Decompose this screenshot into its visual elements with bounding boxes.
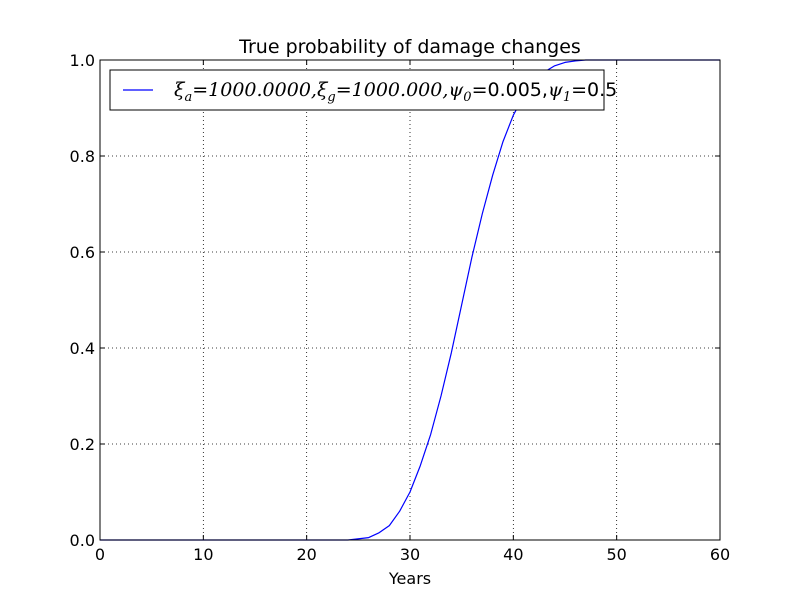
y-tick-label: 1.0 [70, 51, 95, 70]
legend-text-segment: =1000.0000, [192, 79, 317, 101]
y-tick-label: 0.2 [70, 435, 95, 454]
x-tick-label: 40 [503, 545, 523, 564]
legend-text-segment: a [184, 90, 192, 105]
legend-text-segment: 0 [463, 90, 471, 105]
y-tick-label: 0.4 [70, 339, 95, 358]
legend-text-segment: ξ [174, 79, 186, 101]
legend-box [109, 69, 605, 111]
legend-text-segment: ψ [448, 79, 464, 101]
y-tick-label: 0.0 [70, 531, 95, 550]
chart-title: True probability of damage changes [238, 36, 581, 58]
x-tick-label: 30 [400, 545, 420, 564]
legend-text-segment: =1000.000, [336, 79, 449, 101]
x-tick-label: 20 [296, 545, 316, 564]
x-tick-label: 10 [193, 545, 213, 564]
x-tick-label: 50 [606, 545, 626, 564]
tick-labels: 0 10 20 30 40 50 600.00.20.40.60.81.0 [70, 51, 731, 564]
x-axis-label: Years [388, 569, 431, 588]
legend-label: ξa=1000.0000,ξg=1000.000,ψ0=0.005,ψ1=0.5 [174, 79, 617, 105]
y-tick-label: 0.6 [70, 243, 95, 262]
legend-text-segment: ψ [548, 79, 564, 101]
grid-lines [99, 59, 721, 541]
legend-text-segment: ξ [317, 79, 329, 101]
x-tick-label: 0 [95, 545, 105, 564]
legend-text-segment: =0.005, [472, 79, 548, 101]
legend-text-segment: 1 [563, 90, 571, 105]
plot-frame [99, 59, 721, 541]
legend-text-segment: g [327, 90, 335, 105]
y-tick-label: 0.8 [70, 147, 95, 166]
x-tick-label: 60 [710, 545, 730, 564]
legend-text-segment: =0.5 [571, 79, 617, 101]
legend: ξa=1000.0000,ξg=1000.000,ψ0=0.005,ψ1=0.5 [109, 69, 617, 111]
